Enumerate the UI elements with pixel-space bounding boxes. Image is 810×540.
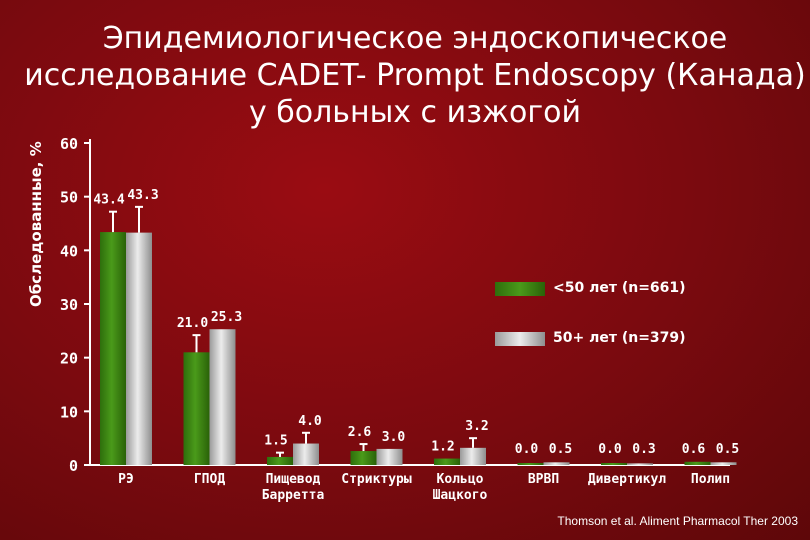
source-citation: Thomson et al. Aliment Pharmacol Ther 20… [557, 514, 798, 528]
bar-under-50 [601, 463, 627, 465]
slide-title: Эпидемиологическое эндоскопическое иссле… [20, 20, 810, 131]
bar-50-plus [460, 447, 486, 465]
title-line-3: у больных с изжогой [248, 95, 582, 130]
data-label: 43.3 [127, 188, 158, 203]
x-category-label: Пищевод [266, 472, 321, 487]
bar-50-plus [710, 462, 737, 465]
x-category-label: РЭ [118, 472, 134, 487]
bar-50-plus [376, 448, 403, 465]
data-label: 25.3 [211, 310, 242, 325]
data-label: 0.5 [549, 442, 572, 457]
data-label: 0.3 [632, 442, 655, 457]
x-category-label: Кольцо [437, 472, 484, 487]
bar-50-plus [543, 462, 570, 465]
x-category-label: ГПОД [194, 472, 225, 487]
y-tick-label: 30 [60, 296, 78, 314]
data-label: 0.0 [598, 442, 622, 457]
y-tick-label: 50 [60, 189, 78, 207]
data-label: 3.0 [382, 430, 406, 445]
data-label: 0.6 [682, 442, 706, 457]
x-category-label: Дивертикул [588, 472, 666, 487]
legend-swatch-under-50 [495, 282, 545, 296]
bar-50-plus [293, 443, 319, 465]
data-label: 0.0 [515, 442, 539, 457]
x-category-label: Шацкого [433, 488, 488, 503]
bar-50-plus [627, 463, 653, 465]
data-label: 3.2 [465, 419, 488, 434]
legend-label-under-50: <50 лет (n=661) [553, 280, 686, 296]
legend-swatch-50-plus [495, 332, 545, 346]
x-category-label: Стриктуры [341, 472, 412, 487]
y-tick-label: 40 [60, 242, 78, 260]
data-label: 0.5 [716, 442, 739, 457]
data-label: 1.5 [264, 434, 287, 449]
data-label: 1.2 [431, 440, 454, 455]
y-tick-label: 0 [69, 457, 78, 475]
bar-under-50 [350, 451, 377, 465]
data-label: 2.6 [348, 425, 372, 440]
x-category-label: ВРВП [528, 472, 559, 487]
title-line-1: Эпидемиологическое эндоскопическое [102, 21, 728, 56]
title-line-2: исследование CADET- Prompt Endoscopy (Ка… [24, 58, 806, 93]
legend-label-50-plus: 50+ лет (n=379) [553, 330, 686, 346]
bar-under-50 [434, 458, 460, 465]
x-category-label: Полип [691, 472, 730, 487]
data-label: 43.4 [93, 193, 124, 208]
y-tick-label: 60 [60, 135, 78, 153]
y-tick-label: 10 [60, 403, 78, 421]
data-label: 21.0 [177, 316, 208, 331]
x-category-label: Барретта [262, 488, 325, 503]
bar-under-50 [183, 352, 210, 465]
data-label: 4.0 [298, 414, 322, 429]
bar-50-plus [209, 329, 236, 465]
bar-under-50 [517, 463, 544, 465]
y-tick-label: 20 [60, 350, 78, 368]
bar-50-plus [126, 232, 152, 465]
bar-under-50 [267, 456, 293, 465]
bar-under-50 [100, 232, 126, 465]
bar-under-50 [684, 461, 711, 465]
